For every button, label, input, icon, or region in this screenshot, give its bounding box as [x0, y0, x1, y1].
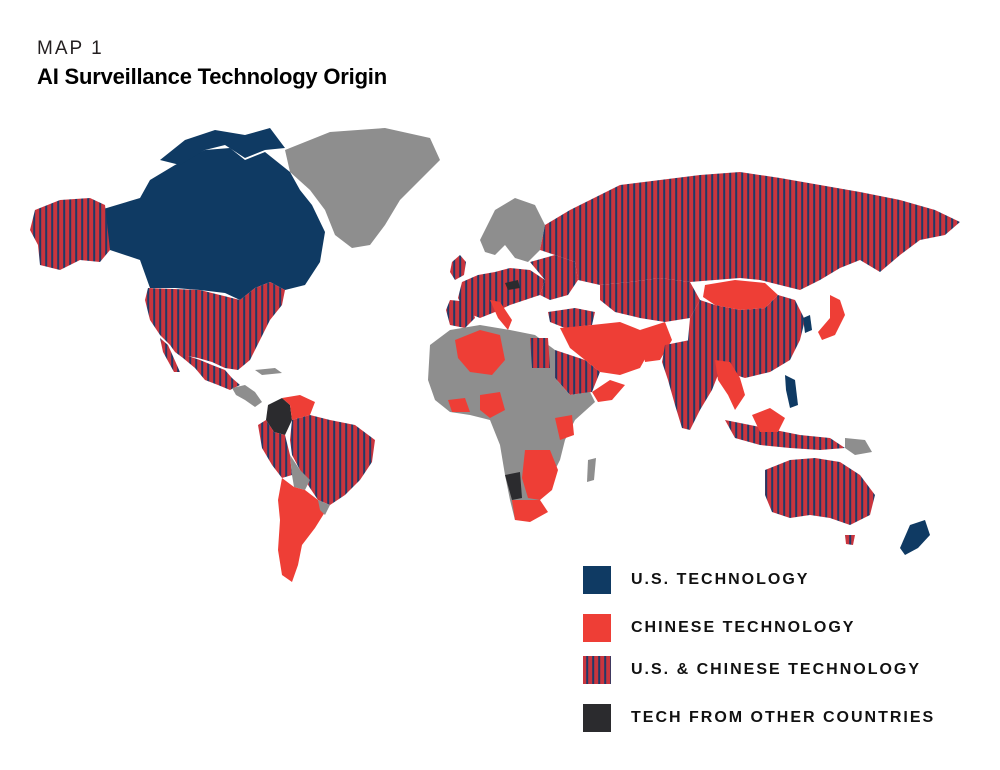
region-borneo: [752, 408, 785, 432]
legend-swatch-us: [583, 566, 611, 594]
region-mexico: [170, 345, 240, 390]
region-eastern-europe: [530, 255, 578, 300]
region-japan: [818, 295, 845, 340]
region-central-america: [232, 385, 262, 407]
region-russia: [540, 172, 960, 290]
region-malaysia-indonesia: [725, 420, 845, 450]
region-turkey: [548, 308, 595, 328]
region-tasmania: [845, 535, 855, 545]
region-baja: [160, 338, 180, 372]
region-west-africa: [448, 398, 470, 412]
region-bolivia: [290, 455, 310, 490]
legend-label-us: U.S. TECHNOLOGY: [631, 571, 810, 588]
region-italy: [490, 300, 512, 330]
region-korea: [803, 315, 812, 333]
region-saudi: [555, 350, 600, 395]
region-png: [845, 438, 872, 455]
region-uk: [450, 255, 466, 280]
region-india: [662, 340, 720, 430]
region-western-europe: [458, 268, 545, 318]
region-new-zealand: [900, 520, 930, 555]
region-china: [688, 295, 805, 378]
region-se-asia: [715, 360, 745, 410]
region-greenland: [285, 128, 440, 248]
region-kenya: [555, 415, 574, 440]
region-colombia: [266, 398, 292, 435]
region-central-asia: [600, 278, 700, 322]
region-canada: [100, 148, 325, 300]
legend-swatch-other: [583, 704, 611, 732]
region-ecuador-peru: [258, 420, 292, 478]
legend-label-us-china: U.S. & CHINESE TECHNOLOGY: [631, 661, 922, 678]
region-south-africa: [512, 500, 548, 522]
region-uruguay: [318, 500, 330, 515]
legend-swatch-us-china: [583, 656, 611, 684]
region-australia: [765, 458, 875, 525]
region-oman-yemen: [592, 380, 625, 402]
region-arctic-islands: [160, 128, 285, 165]
legend-label-other: TECH FROM OTHER COUNTRIES: [631, 709, 936, 726]
region-middle-east: [560, 322, 650, 375]
region-czechia: [505, 280, 520, 290]
region-southern-africa: [522, 450, 558, 500]
region-usa: [145, 282, 285, 370]
region-egypt: [530, 338, 550, 368]
region-madagascar: [587, 458, 596, 482]
legend-swatch-china: [583, 614, 611, 642]
region-nigeria: [480, 392, 505, 418]
region-brazil: [290, 415, 375, 505]
region-scandinavia: [480, 198, 545, 262]
region-namibia: [505, 472, 522, 500]
region-algeria: [455, 330, 505, 375]
map-kicker: MAP 1: [37, 38, 104, 59]
region-chile-argentina: [278, 478, 325, 582]
map-title: AI Surveillance Technology Origin: [37, 64, 387, 89]
region-mongolia: [703, 280, 778, 310]
region-philippines: [785, 375, 798, 408]
region-venezuela: [282, 395, 315, 420]
legend-label-china: CHINESE TECHNOLOGY: [631, 619, 856, 636]
region-caribbean: [255, 368, 282, 375]
region-iberia: [446, 300, 475, 328]
region-alaska: [30, 198, 110, 270]
